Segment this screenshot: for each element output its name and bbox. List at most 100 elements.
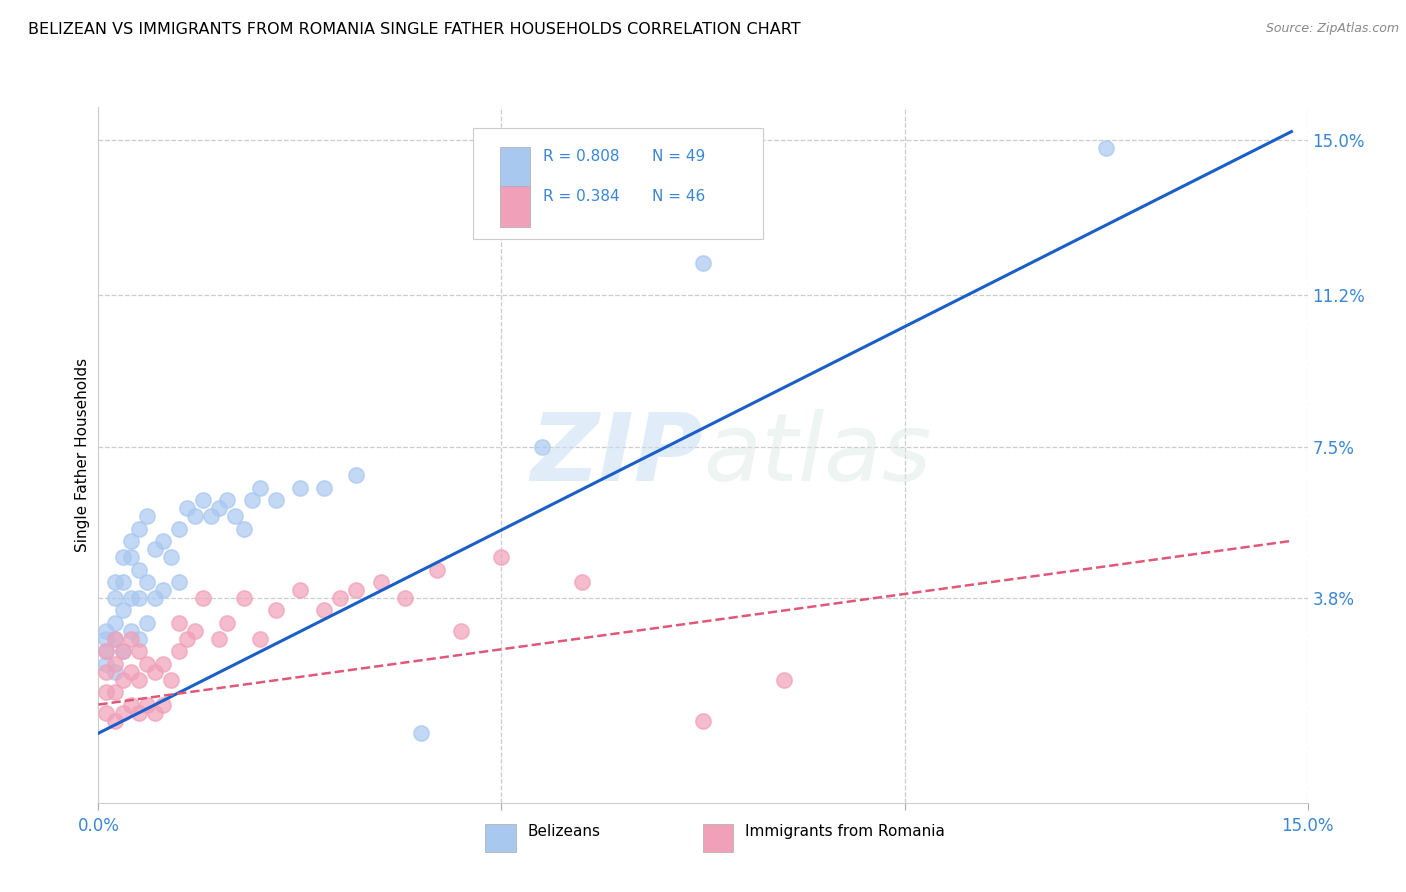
Point — [96, 644, 118, 658]
Point — [217, 615, 239, 630]
Point — [103, 574, 125, 589]
Point — [409, 726, 432, 740]
Point — [103, 714, 125, 728]
Point — [96, 685, 118, 699]
Point — [217, 492, 239, 507]
Point — [344, 468, 367, 483]
Point — [120, 698, 142, 712]
Point — [167, 522, 190, 536]
Point — [232, 591, 254, 606]
FancyBboxPatch shape — [474, 128, 763, 239]
Point — [111, 644, 134, 658]
Point — [426, 562, 449, 576]
Point — [128, 706, 150, 720]
Point — [111, 706, 134, 720]
Point — [135, 509, 157, 524]
Point — [152, 657, 174, 671]
Bar — [703, 823, 734, 852]
Point — [288, 582, 311, 597]
Point — [176, 632, 198, 646]
Text: R = 0.384: R = 0.384 — [543, 189, 620, 204]
Point — [103, 632, 125, 646]
Point — [184, 624, 207, 638]
Point — [128, 673, 150, 687]
Point — [143, 591, 166, 606]
Point — [314, 481, 336, 495]
Point — [370, 574, 392, 589]
Point — [314, 603, 336, 617]
Point — [103, 657, 125, 671]
Bar — [485, 823, 516, 852]
Point — [394, 591, 416, 606]
Point — [120, 624, 142, 638]
Point — [96, 657, 118, 671]
Point — [128, 632, 150, 646]
Point — [208, 632, 231, 646]
Point — [152, 533, 174, 548]
Point — [240, 492, 263, 507]
Point — [120, 591, 142, 606]
Point — [200, 509, 222, 524]
Y-axis label: Single Father Households: Single Father Households — [75, 358, 90, 552]
Point — [111, 574, 134, 589]
Point — [450, 624, 472, 638]
Point — [329, 591, 352, 606]
Point — [135, 657, 157, 671]
Point — [103, 632, 125, 646]
Text: Source: ZipAtlas.com: Source: ZipAtlas.com — [1265, 22, 1399, 36]
Point — [167, 574, 190, 589]
Text: atlas: atlas — [703, 409, 931, 500]
Point — [692, 255, 714, 269]
Point — [111, 644, 134, 658]
Point — [103, 615, 125, 630]
Text: N = 49: N = 49 — [652, 149, 706, 164]
Point — [288, 481, 311, 495]
Point — [143, 542, 166, 557]
Point — [193, 591, 215, 606]
Point — [167, 615, 190, 630]
Point — [111, 673, 134, 687]
Point — [96, 644, 118, 658]
Point — [152, 698, 174, 712]
Point — [176, 501, 198, 516]
Point — [167, 644, 190, 658]
Text: R = 0.808: R = 0.808 — [543, 149, 620, 164]
Point — [1095, 141, 1118, 155]
Point — [135, 698, 157, 712]
Point — [120, 533, 142, 548]
Point — [111, 550, 134, 565]
Text: N = 46: N = 46 — [652, 189, 706, 204]
Point — [120, 632, 142, 646]
Point — [143, 665, 166, 679]
Point — [96, 706, 118, 720]
Point — [530, 440, 553, 454]
Point — [160, 673, 183, 687]
Point — [772, 673, 794, 687]
Point — [96, 624, 118, 638]
Point — [128, 522, 150, 536]
Point — [264, 603, 287, 617]
Point — [120, 550, 142, 565]
Point — [143, 706, 166, 720]
Point — [111, 603, 134, 617]
Bar — [501, 146, 530, 187]
Point — [264, 492, 287, 507]
Point — [571, 574, 593, 589]
Text: BELIZEAN VS IMMIGRANTS FROM ROMANIA SINGLE FATHER HOUSEHOLDS CORRELATION CHART: BELIZEAN VS IMMIGRANTS FROM ROMANIA SING… — [28, 22, 801, 37]
Point — [160, 550, 183, 565]
Point — [128, 644, 150, 658]
Point — [135, 615, 157, 630]
Point — [152, 582, 174, 597]
Point — [184, 509, 207, 524]
Point — [135, 574, 157, 589]
Bar — [501, 186, 530, 227]
Point — [208, 501, 231, 516]
Point — [692, 714, 714, 728]
Point — [96, 665, 118, 679]
Point — [128, 591, 150, 606]
Point — [249, 632, 271, 646]
Point — [232, 522, 254, 536]
Text: ZIP: ZIP — [530, 409, 703, 501]
Point — [103, 591, 125, 606]
Point — [344, 582, 367, 597]
